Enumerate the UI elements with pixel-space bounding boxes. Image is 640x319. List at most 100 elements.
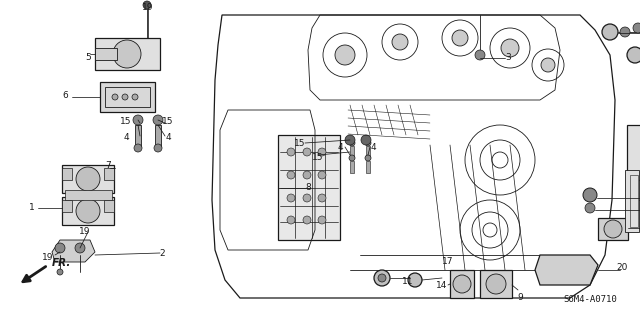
- Bar: [104, 168, 114, 180]
- Circle shape: [345, 135, 355, 145]
- Text: S6M4-A0710: S6M4-A0710: [563, 295, 617, 305]
- Bar: [350, 161, 354, 173]
- Circle shape: [113, 40, 141, 68]
- Bar: [480, 270, 512, 298]
- Circle shape: [76, 167, 100, 191]
- Circle shape: [153, 115, 163, 125]
- Text: 15: 15: [120, 117, 132, 127]
- Bar: [100, 82, 155, 112]
- Circle shape: [122, 94, 128, 100]
- Circle shape: [486, 274, 506, 294]
- Text: 19: 19: [142, 4, 154, 12]
- Bar: [598, 218, 628, 240]
- Circle shape: [335, 45, 355, 65]
- Circle shape: [475, 50, 485, 60]
- Circle shape: [318, 148, 326, 156]
- Text: 7: 7: [105, 160, 111, 169]
- Circle shape: [501, 39, 519, 57]
- Circle shape: [303, 148, 311, 156]
- Text: 4: 4: [337, 143, 343, 152]
- Circle shape: [365, 140, 371, 146]
- Bar: [350, 146, 354, 158]
- Bar: [104, 200, 114, 212]
- Bar: [105, 87, 150, 107]
- Circle shape: [303, 216, 311, 224]
- Circle shape: [112, 94, 118, 100]
- Bar: [62, 200, 72, 212]
- Circle shape: [452, 30, 468, 46]
- Circle shape: [143, 1, 151, 9]
- Text: 8: 8: [305, 183, 311, 192]
- Text: 15: 15: [312, 152, 324, 161]
- Circle shape: [134, 144, 142, 152]
- Bar: [625, 170, 639, 232]
- Bar: [135, 125, 141, 147]
- Circle shape: [604, 220, 622, 238]
- Circle shape: [57, 269, 63, 275]
- Circle shape: [303, 171, 311, 179]
- Circle shape: [627, 47, 640, 63]
- Circle shape: [365, 155, 371, 161]
- Circle shape: [349, 140, 355, 146]
- Circle shape: [583, 188, 597, 202]
- Circle shape: [318, 171, 326, 179]
- Text: 11: 11: [403, 278, 413, 286]
- Text: 20: 20: [616, 263, 628, 272]
- Bar: [278, 135, 340, 240]
- Text: 17: 17: [442, 257, 454, 266]
- Text: 3: 3: [505, 53, 511, 62]
- Circle shape: [392, 34, 408, 50]
- Polygon shape: [535, 255, 598, 285]
- Text: FR.: FR.: [52, 258, 72, 268]
- Bar: [62, 165, 114, 193]
- Text: 5: 5: [85, 53, 91, 62]
- Circle shape: [585, 203, 595, 213]
- Circle shape: [374, 270, 390, 286]
- Text: 9: 9: [517, 293, 523, 302]
- Text: 15: 15: [163, 117, 173, 127]
- Circle shape: [633, 23, 640, 33]
- Bar: [627, 125, 640, 180]
- Text: 2: 2: [159, 249, 165, 257]
- Bar: [65, 190, 112, 200]
- Text: 14: 14: [436, 280, 448, 290]
- Circle shape: [287, 194, 295, 202]
- Circle shape: [76, 199, 100, 223]
- Circle shape: [75, 243, 85, 253]
- Circle shape: [361, 135, 371, 145]
- Circle shape: [287, 216, 295, 224]
- Text: 4: 4: [123, 132, 129, 142]
- Circle shape: [318, 194, 326, 202]
- Text: 4: 4: [165, 132, 171, 142]
- Circle shape: [408, 273, 422, 287]
- Text: 15: 15: [294, 138, 306, 147]
- Bar: [155, 125, 161, 147]
- Circle shape: [349, 155, 355, 161]
- Circle shape: [453, 275, 471, 293]
- Bar: [450, 270, 474, 298]
- Text: 1: 1: [29, 204, 35, 212]
- Bar: [630, 175, 638, 227]
- Circle shape: [602, 24, 618, 40]
- Bar: [95, 38, 160, 70]
- Bar: [95, 48, 117, 60]
- Circle shape: [620, 27, 630, 37]
- Circle shape: [318, 216, 326, 224]
- Circle shape: [132, 94, 138, 100]
- Circle shape: [378, 274, 386, 282]
- Circle shape: [287, 148, 295, 156]
- Text: 6: 6: [62, 91, 68, 100]
- Circle shape: [303, 194, 311, 202]
- Circle shape: [55, 243, 65, 253]
- Circle shape: [287, 171, 295, 179]
- Text: 19: 19: [42, 254, 54, 263]
- Bar: [366, 161, 370, 173]
- Text: 4: 4: [370, 143, 376, 152]
- Circle shape: [154, 144, 162, 152]
- Text: 19: 19: [79, 227, 91, 236]
- Circle shape: [133, 115, 143, 125]
- Circle shape: [541, 58, 555, 72]
- Polygon shape: [52, 240, 95, 262]
- Bar: [62, 197, 114, 225]
- Bar: [366, 146, 370, 158]
